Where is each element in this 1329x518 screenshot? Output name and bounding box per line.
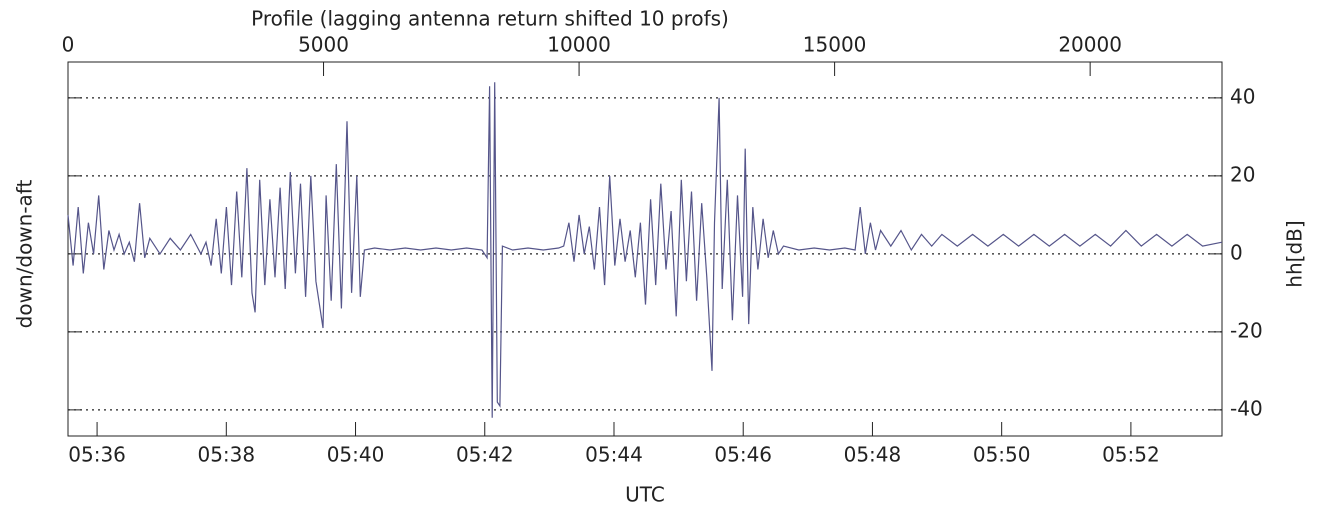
data-line: [67, 82, 1223, 418]
bottom-tick-label: 05:38: [197, 443, 255, 467]
y-tick-label: -40: [1230, 396, 1263, 420]
plot-frame: [67, 61, 1223, 437]
y-tick-label: -20: [1230, 318, 1263, 342]
bottom-tick-label: 05:40: [327, 443, 385, 467]
bottom-tick-label: 05:44: [585, 443, 643, 467]
top-axis-title: Profile (lagging antenna return shifted …: [251, 7, 729, 31]
bottom-tick-label: 05:42: [456, 443, 514, 467]
y-tick-label: 0: [1230, 240, 1243, 264]
top-tick-label: 0: [62, 33, 75, 57]
top-tick-label: 15000: [803, 33, 867, 57]
bottom-tick-label: 05:46: [714, 443, 772, 467]
bottom-tick-label: 05:50: [973, 443, 1031, 467]
x-axis-title: UTC: [625, 483, 665, 507]
bottom-tick-label: 05:48: [844, 443, 902, 467]
y2-axis-title: hh[dB]: [1283, 220, 1307, 287]
top-tick-label: 5000: [298, 33, 349, 57]
bottom-tick-label: 05:36: [68, 443, 126, 467]
y-tick-label: 20: [1230, 162, 1255, 186]
top-tick-label: 20000: [1058, 33, 1122, 57]
top-tick-label: 10000: [547, 33, 611, 57]
y-axis-title: down/down-aft: [13, 180, 37, 329]
y-tick-label: 40: [1230, 84, 1255, 108]
bottom-tick-label: 05:52: [1102, 443, 1160, 467]
